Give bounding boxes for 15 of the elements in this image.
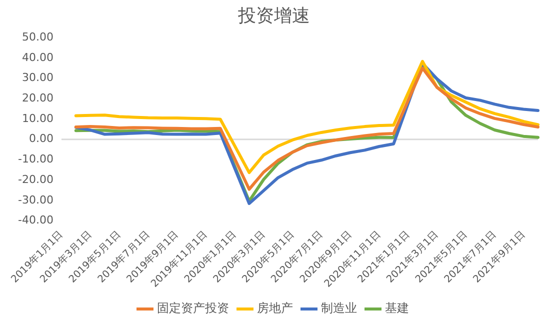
y-tick-label: 50.00 [22, 30, 54, 44]
y-tick-label: 30.00 [22, 71, 54, 84]
y-tick-label: -30.00 [18, 193, 54, 206]
y-tick-label: 0.00 [28, 132, 54, 146]
legend-label: 固定资产投资 [157, 301, 229, 316]
legend-label: 制造业 [321, 301, 357, 316]
legend-label: 房地产 [257, 301, 293, 316]
y-tick-label: -10.00 [18, 152, 54, 166]
y-tick-label: 20.00 [22, 92, 54, 105]
chart-title: 投资增速 [237, 5, 310, 26]
legend-label: 基建 [385, 301, 409, 316]
y-tick-label: 10.00 [22, 112, 54, 125]
y-tick-label: -20.00 [18, 172, 54, 186]
y-tick-label: -40.00 [18, 214, 54, 227]
y-tick-label: 40.00 [22, 50, 54, 64]
